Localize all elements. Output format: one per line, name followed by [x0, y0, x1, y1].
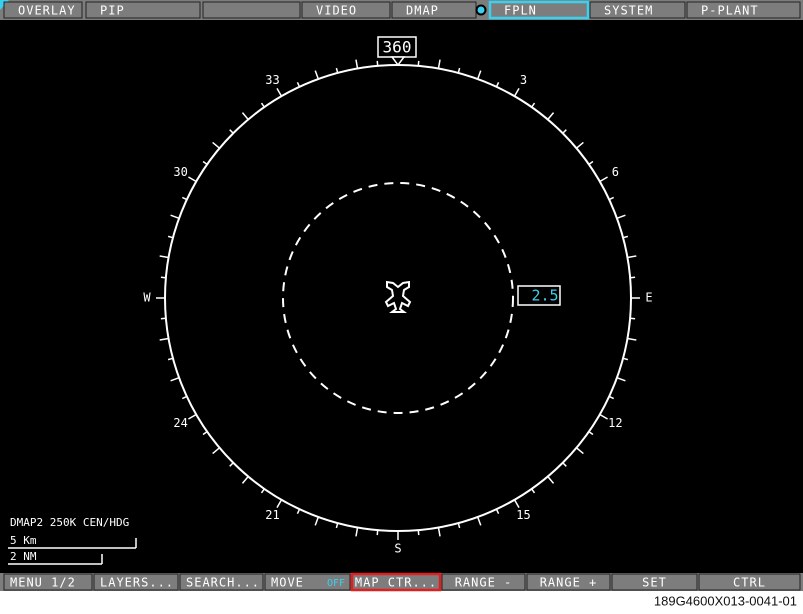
map-mode: DMAP2 250K CEN/HDG — [10, 516, 129, 529]
heading-value: 360 — [383, 38, 412, 57]
button-label: OVERLAY — [18, 4, 76, 18]
compass-label: 21 — [265, 508, 279, 522]
button-label: FPLN — [504, 4, 537, 18]
compass-label: 6 — [612, 165, 619, 179]
button-label: SEARCH... — [186, 576, 260, 590]
compass-label: 3 — [520, 73, 527, 87]
button-label: LAYERS... — [100, 576, 174, 590]
compass-label: 24 — [173, 416, 187, 430]
top-button[interactable]: PIP — [86, 2, 200, 18]
compass-label: E — [645, 291, 652, 305]
top-button[interactable]: SYSTEM — [590, 2, 685, 18]
button-label: MAP CTR... — [355, 576, 437, 590]
compass-label: 15 — [516, 508, 530, 522]
button-label: DMAP — [406, 4, 439, 18]
compass-label: 12 — [608, 416, 622, 430]
range-value: 2.5 — [531, 287, 558, 305]
top-button[interactable]: VIDEO — [302, 2, 390, 18]
top-button[interactable]: OVERLAY — [4, 2, 82, 18]
bottom-button[interactable]: MENU 1/2 — [4, 574, 92, 590]
scale-nm: 2 NM — [10, 550, 37, 563]
button-label: SET — [642, 576, 667, 590]
button-label: P-PLANT — [701, 4, 759, 18]
bottom-button[interactable]: LAYERS... — [94, 574, 178, 590]
button-label: MOVE — [271, 576, 304, 590]
button-label: VIDEO — [316, 4, 357, 18]
button-label: SYSTEM — [604, 4, 653, 18]
caption: 189G4600X013-0041-01 — [654, 593, 797, 608]
compass-label: 30 — [173, 165, 187, 179]
bottom-button[interactable]: CTRL — [699, 574, 800, 590]
display — [0, 0, 803, 591]
button-label: CTRL — [733, 576, 766, 590]
top-button[interactable]: P-PLANT — [687, 2, 800, 18]
dmap-indicator — [477, 6, 486, 15]
bottom-button[interactable]: RANGE - — [442, 574, 525, 590]
button-label: MENU 1/2 — [10, 576, 76, 590]
bottom-button[interactable]: RANGE + — [527, 574, 610, 590]
bottom-button[interactable]: SET — [612, 574, 697, 590]
button-label: RANGE + — [540, 576, 598, 590]
bottom-button[interactable]: MAP CTR... — [352, 574, 440, 590]
move-indicator: OFF — [327, 578, 345, 589]
bottom-button[interactable]: SEARCH... — [180, 574, 263, 590]
button-label: RANGE - — [455, 576, 513, 590]
blank-button[interactable] — [203, 2, 300, 18]
compass-label: 33 — [265, 73, 279, 87]
button-label: PIP — [100, 4, 125, 18]
compass-label: W — [143, 291, 151, 305]
top-button[interactable]: DMAP — [392, 2, 476, 18]
compass-label: S — [394, 542, 401, 556]
scale-km: 5 Km — [10, 534, 37, 547]
top-button[interactable]: FPLN — [490, 2, 588, 18]
